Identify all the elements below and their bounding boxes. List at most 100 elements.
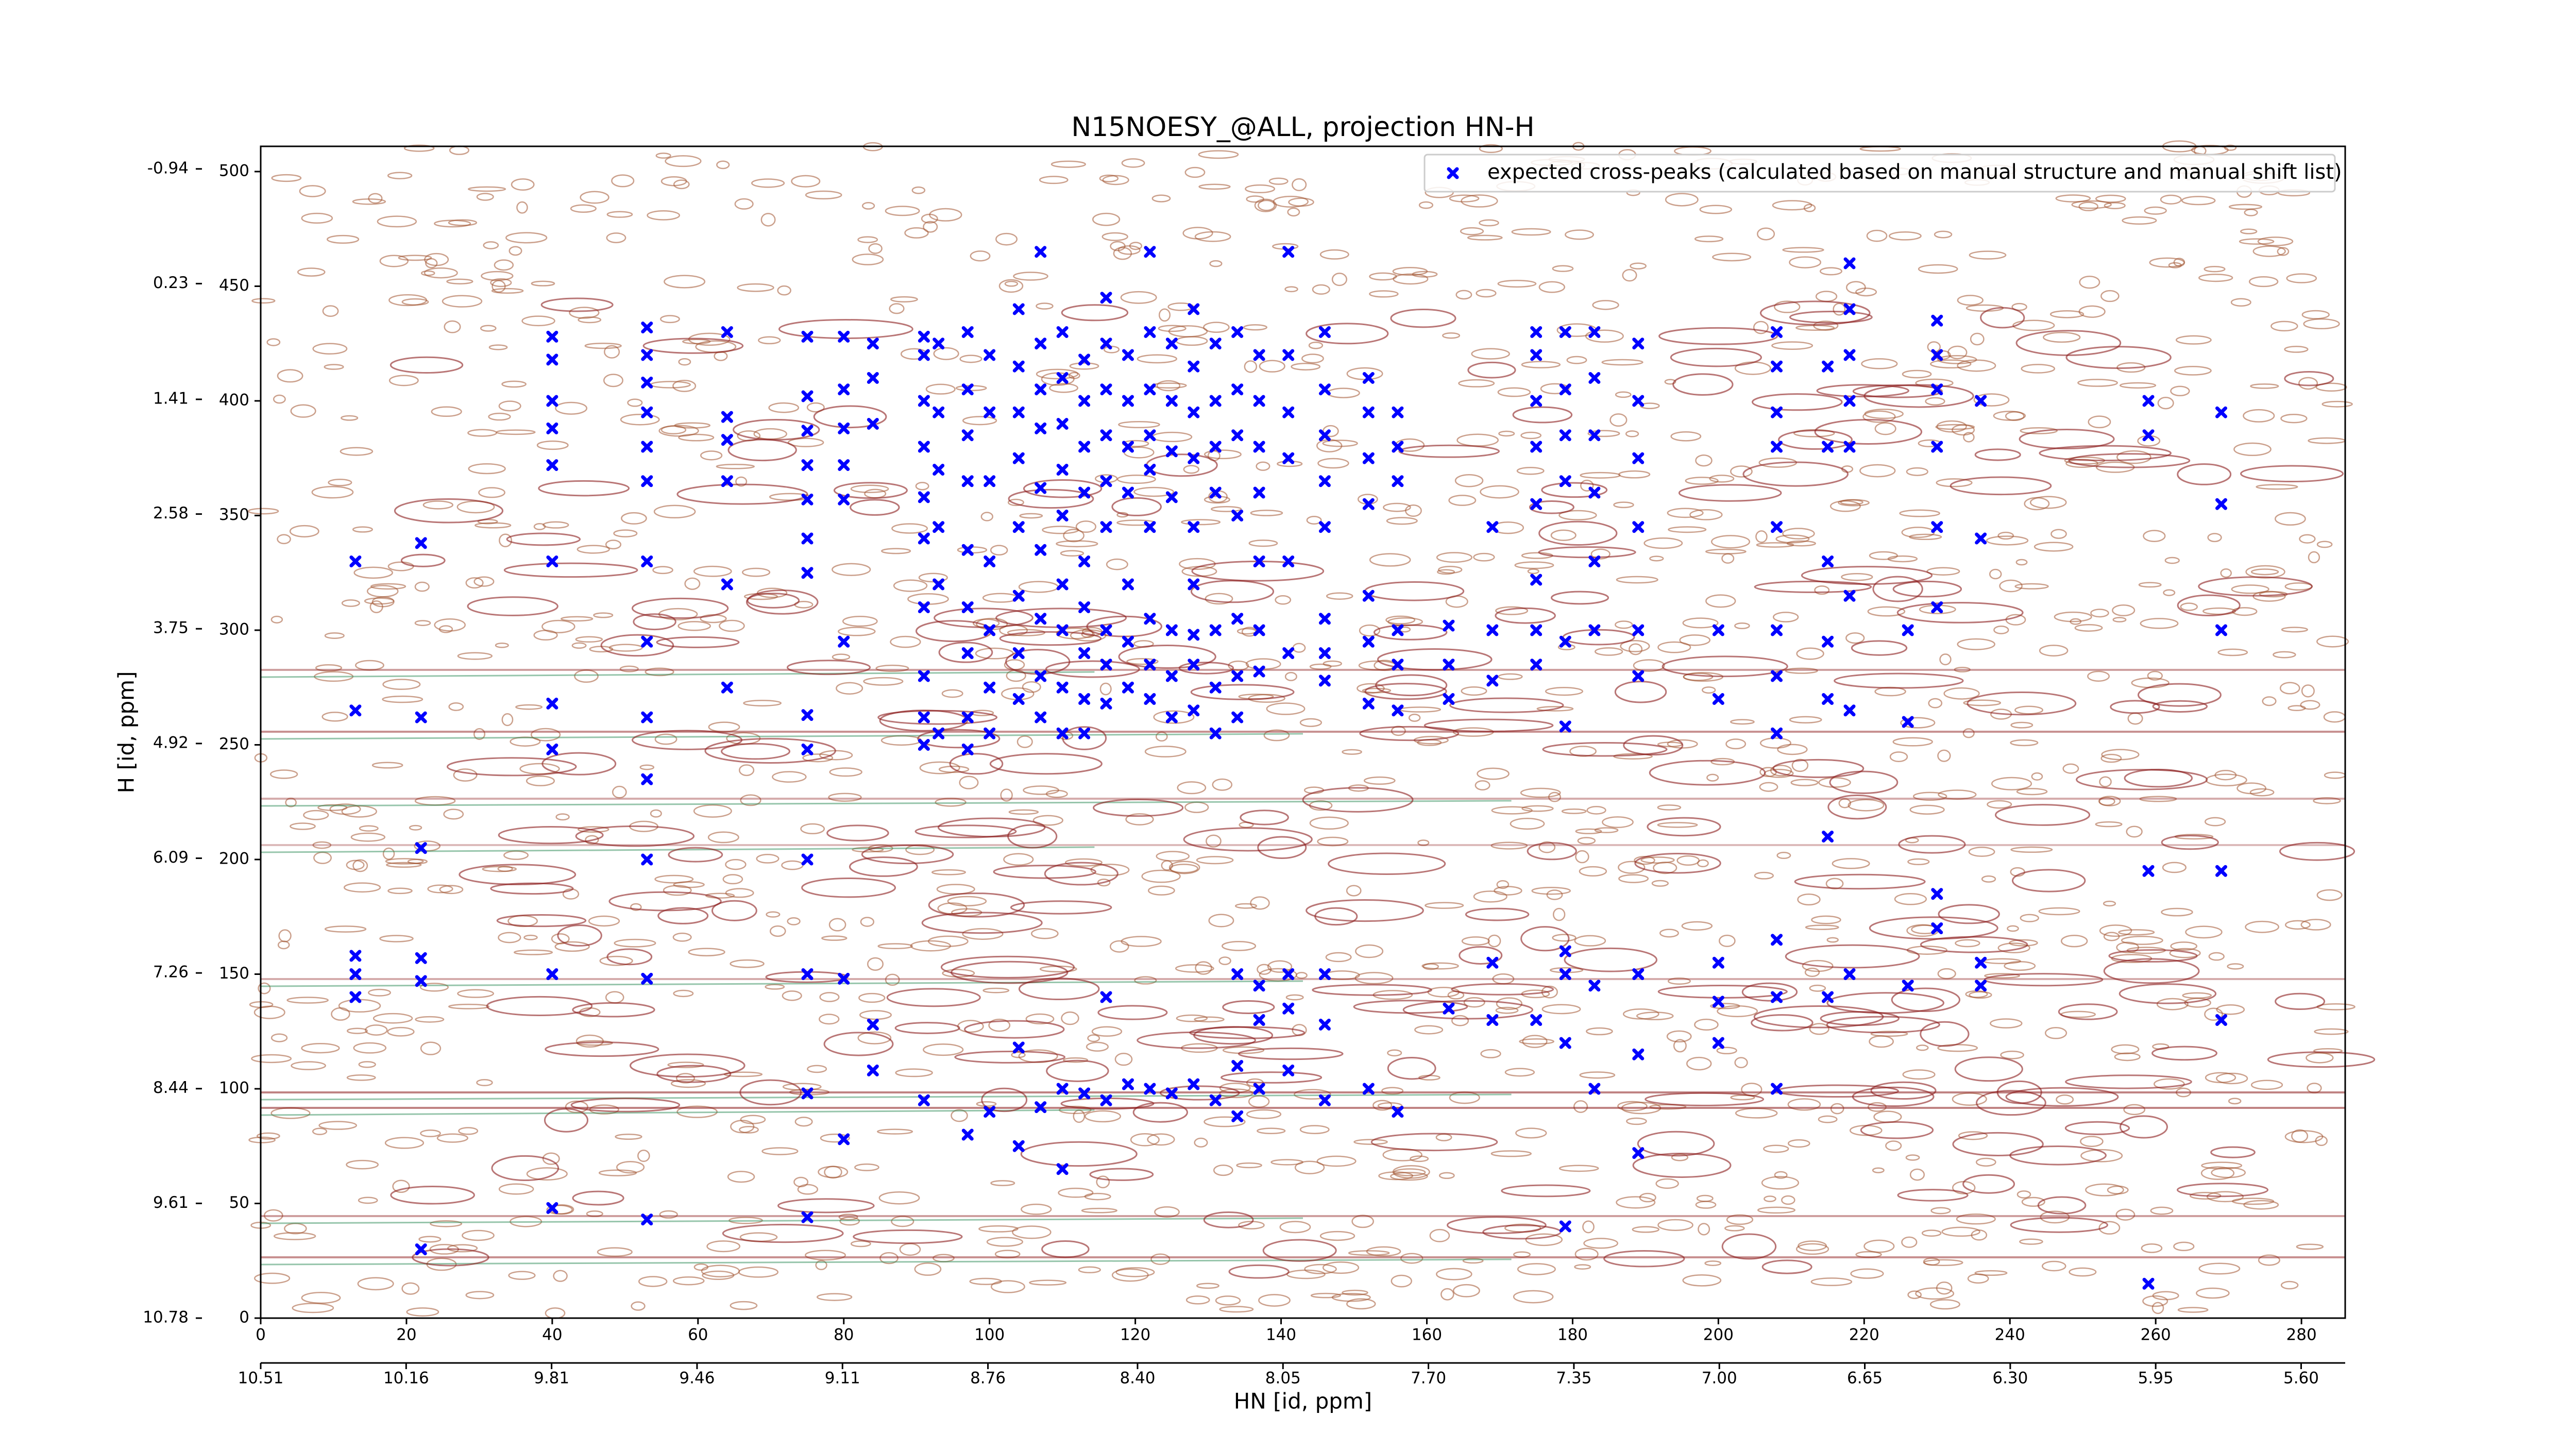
peak-contour — [1551, 591, 1609, 605]
noise-contour — [2300, 700, 2320, 710]
noise-contour — [1955, 939, 1980, 948]
noise-contour — [1785, 667, 1818, 674]
noise-contour — [1390, 1172, 1428, 1181]
contours — [247, 140, 2376, 1319]
noise-contour — [1522, 1035, 1548, 1048]
x-tick-label: 120 — [1120, 1326, 1150, 1344]
noise-contour — [1114, 1053, 1133, 1066]
noise-contour — [420, 1130, 441, 1137]
noise-contour — [652, 566, 673, 575]
noise-contour — [414, 581, 430, 592]
noise-contour — [743, 700, 782, 706]
y-tick-label: 200 — [219, 849, 249, 868]
peak-contour — [745, 589, 819, 615]
noise-contour — [1573, 1100, 1588, 1113]
noise-contour — [494, 259, 514, 271]
cross-peak — [641, 322, 653, 334]
noise-contour — [1764, 1195, 1776, 1202]
noise-contour — [499, 533, 513, 547]
x-tick-label: 20 — [396, 1326, 416, 1344]
noise-contour — [1667, 978, 1691, 985]
peak-contour — [633, 613, 676, 631]
cross-peak — [984, 1105, 996, 1118]
cross-peak — [867, 1064, 879, 1076]
noise-contour — [251, 298, 276, 304]
noise-contour — [758, 336, 781, 345]
noise-contour — [1520, 431, 1542, 440]
noise-contour — [769, 925, 786, 937]
cross-peak — [1282, 647, 1295, 659]
noise-contour — [324, 632, 345, 639]
noise-contour — [1184, 166, 1206, 178]
cross-peak — [1144, 1083, 1156, 1095]
noise-contour — [1153, 710, 1195, 724]
noise-contour — [639, 764, 655, 770]
noise-contour — [1386, 517, 1418, 525]
peak-contour — [1938, 904, 2000, 924]
noise-contour — [555, 401, 588, 415]
noise-contour — [630, 903, 642, 911]
noise-contour — [1156, 851, 1190, 862]
noise-contour — [1449, 194, 1480, 203]
noise-contour — [791, 175, 821, 188]
noise-contour — [2243, 1200, 2279, 1210]
noise-contour — [614, 938, 656, 948]
cross-peak — [1362, 498, 1375, 510]
noise-contour — [2071, 200, 2112, 209]
noise-contour — [2252, 245, 2286, 257]
noise-contour — [927, 935, 969, 947]
noise-contour — [2256, 484, 2298, 490]
cross-peak — [1056, 509, 1069, 521]
peak-contour — [1761, 1259, 1812, 1274]
noise-contour — [531, 280, 555, 287]
noise-contour — [1257, 1127, 1286, 1134]
peak-contour — [540, 297, 614, 312]
noise-contour — [1234, 903, 1258, 909]
peak-contour — [826, 824, 889, 841]
cross-peak — [918, 330, 930, 343]
noise-contour — [1577, 837, 1596, 845]
noise-contour — [443, 808, 464, 820]
noise-contour — [2314, 1028, 2349, 1035]
cross-peak — [1486, 624, 1499, 636]
noise-contour — [580, 191, 609, 204]
chart-title: N15NOESY_@ALL, projection HN-H — [1071, 112, 1534, 143]
cross-peak — [1559, 429, 1571, 442]
noise-contour — [1726, 1214, 1754, 1225]
noise-contour — [1538, 841, 1556, 853]
peak-contour — [1994, 804, 2091, 826]
cross-peak — [1209, 441, 1222, 453]
noise-contour — [2296, 1243, 2324, 1250]
noise-contour — [1354, 972, 1394, 985]
noise-contour — [401, 1282, 420, 1295]
noise-contour — [1811, 915, 1841, 924]
noise-contour — [707, 831, 739, 844]
noise-contour — [1194, 1137, 1208, 1148]
peak-contour — [2137, 683, 2222, 707]
noise-contour — [816, 1293, 853, 1301]
peak-contour — [2103, 958, 2200, 984]
cross-peak — [961, 743, 974, 755]
noise-contour — [931, 869, 967, 875]
noise-contour — [385, 858, 424, 865]
noise-contour — [1372, 1100, 1393, 1111]
noise-contour — [2169, 948, 2201, 958]
noise-contour — [1008, 809, 1039, 815]
cross-peak — [1035, 338, 1047, 350]
peak-contour — [496, 914, 587, 928]
y-axis-label: H [id, ppm] — [114, 671, 139, 794]
noise-contour — [1626, 1117, 1647, 1125]
noise-contour — [893, 579, 928, 592]
noise-contour — [481, 271, 514, 281]
noise-contour — [1888, 231, 1922, 241]
noise-contour — [1257, 964, 1272, 975]
cross-peak — [1559, 326, 1571, 338]
noise-contour — [1789, 716, 1822, 723]
cross-peak — [1012, 589, 1025, 602]
noise-contour — [553, 1270, 568, 1282]
cross-peak — [838, 383, 850, 396]
noise-contour — [346, 1159, 379, 1170]
noise-contour — [828, 793, 862, 802]
noise-contour — [331, 1007, 350, 1021]
noise-contour — [739, 1125, 759, 1134]
